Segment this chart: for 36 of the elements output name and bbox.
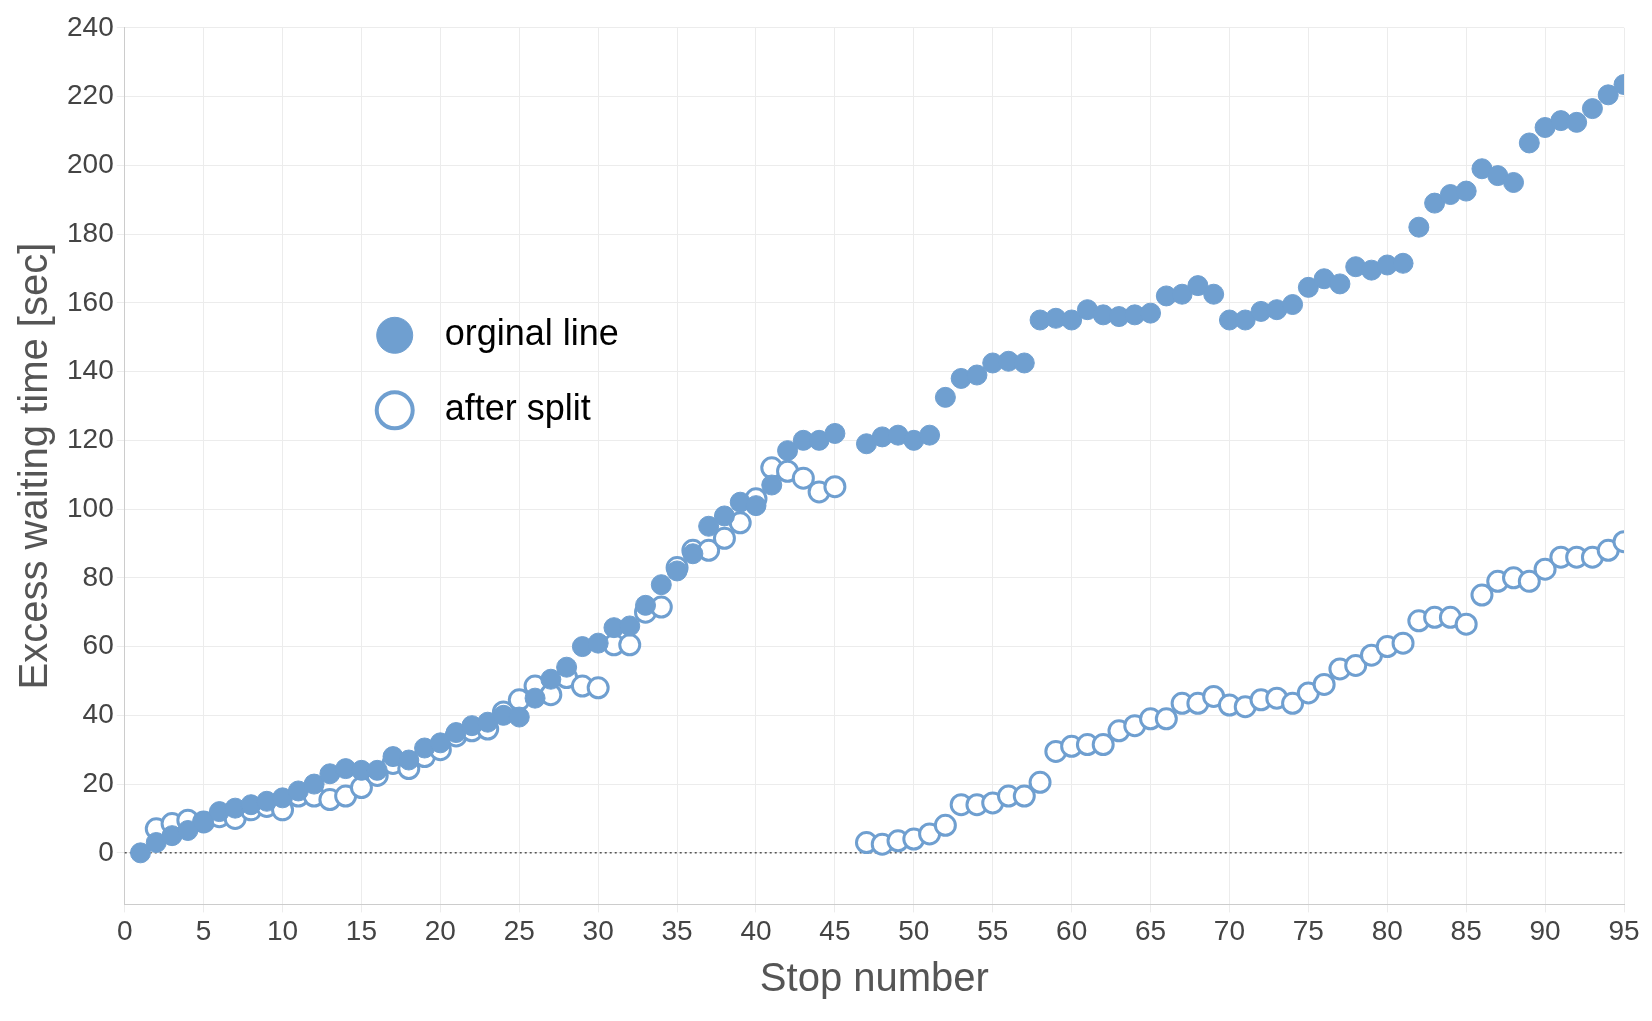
y-tick-label: 180: [67, 216, 114, 248]
x-axis-title: Stop number: [759, 955, 989, 1000]
x-tick-label: 40: [740, 914, 772, 946]
x-tick-label: 65: [1134, 914, 1167, 946]
x-tick-label: 75: [1292, 914, 1324, 946]
x-tick-label: 50: [898, 914, 930, 946]
y-tick-label: 80: [82, 560, 114, 592]
y-tick-label: 160: [67, 285, 114, 317]
y-tick-label: 20: [82, 766, 114, 798]
y-tick-label: 240: [67, 10, 114, 42]
x-tick-label: 90: [1529, 914, 1561, 946]
y-tick-label: 40: [82, 698, 114, 730]
x-tick-label: 80: [1371, 914, 1403, 946]
x-tick-label: 20: [424, 914, 456, 946]
x-tick-label: 95: [1608, 914, 1640, 946]
x-tick-label: 55: [977, 914, 1009, 946]
x-tick-label: 35: [661, 914, 693, 946]
x-tick-label: 70: [1213, 914, 1246, 946]
x-tick-label: 30: [582, 914, 614, 946]
x-tick-label: 15: [345, 914, 378, 946]
x-tick-label: 25: [503, 914, 535, 946]
y-tick-label: 100: [67, 491, 114, 523]
y-tick-label: 60: [82, 629, 114, 661]
x-tick-label: 10: [266, 914, 299, 946]
x-tick-label: 45: [819, 914, 851, 946]
x-tick-label: 5: [195, 914, 212, 946]
y-tick-label: 120: [67, 423, 114, 455]
y-tick-label: 140: [67, 354, 114, 386]
legend-label: orginal line: [444, 312, 619, 354]
y-tick-label: 220: [67, 79, 114, 111]
y-tick-label: 0: [98, 835, 114, 867]
x-tick-label: 60: [1056, 914, 1088, 946]
x-tick-label: 85: [1450, 914, 1482, 946]
legend-label: after split: [444, 387, 591, 429]
y-axis-title: Excess waiting time [sec]: [11, 242, 56, 690]
y-tick-label: 200: [67, 148, 114, 180]
